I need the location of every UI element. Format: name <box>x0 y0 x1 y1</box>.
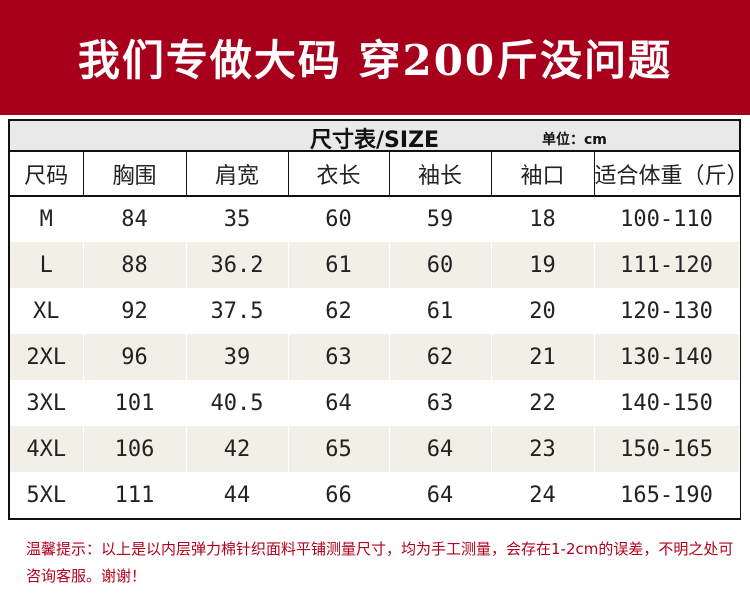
table-row: 2XL 96 39 63 62 21 130-140 <box>10 334 740 380</box>
table-cell: 63 <box>288 334 390 380</box>
table-cell: 61 <box>288 242 390 288</box>
table-cell: 36.2 <box>186 242 289 288</box>
size-cell: L <box>10 242 84 288</box>
table-cell: 100-110 <box>594 196 740 242</box>
table-cell: 106 <box>83 426 187 472</box>
table-cell: 61 <box>389 288 492 334</box>
table-row: 5XL 111 44 66 64 24 165-190 <box>10 472 740 518</box>
table-cell: 64 <box>288 380 390 426</box>
size-cell: 4XL <box>10 426 84 472</box>
table-cell: 39 <box>186 334 289 380</box>
column-header: 尺码 <box>10 152 84 197</box>
table-cell: 23 <box>491 426 595 472</box>
column-header: 袖口 <box>491 152 595 197</box>
size-cell: M <box>10 196 84 242</box>
size-cell: 5XL <box>10 472 84 518</box>
table-cell: 66 <box>288 472 390 518</box>
table-cell: 37.5 <box>186 288 289 334</box>
size-cell: XL <box>10 288 84 334</box>
table-cell: 140-150 <box>594 380 740 426</box>
table-cell: 111 <box>83 472 187 518</box>
table-cell: 44 <box>186 472 289 518</box>
table-cell: 165-190 <box>594 472 740 518</box>
table-cell: 63 <box>389 380 492 426</box>
column-header: 袖长 <box>389 152 492 197</box>
column-header: 衣长 <box>288 152 390 197</box>
table-cell: 62 <box>288 288 390 334</box>
disclaimer-note: 温馨提示：以上是以内层弹力棉针织面料平铺测量尺寸，均为手工测量，会存在1-2cm… <box>26 540 734 585</box>
table-row: XL 92 37.5 62 61 20 120-130 <box>10 288 740 334</box>
table-cell: 64 <box>389 426 492 472</box>
table-cell: 60 <box>288 196 390 242</box>
column-header: 胸围 <box>83 152 187 197</box>
table-cell: 62 <box>389 334 492 380</box>
column-header: 适合体重（斤） <box>594 152 749 197</box>
size-cell: 2XL <box>10 334 84 380</box>
table-cell: 96 <box>83 334 187 380</box>
table-cell: 21 <box>491 334 595 380</box>
table-cell: 101 <box>83 380 187 426</box>
table-cell: 42 <box>186 426 289 472</box>
header-banner: 我们专做大码 穿200斤没问题 <box>0 0 750 115</box>
table-cell: 92 <box>83 288 187 334</box>
banner-title: 我们专做大码 穿200斤没问题 <box>77 36 673 85</box>
table-cell: 24 <box>491 472 595 518</box>
table-cell: 59 <box>389 196 492 242</box>
table-cell: 20 <box>491 288 595 334</box>
size-cell: 3XL <box>10 380 84 426</box>
table-cell: 65 <box>288 426 390 472</box>
table-cell: 22 <box>491 380 595 426</box>
size-chart-title: 尺寸表/SIZE <box>310 128 440 153</box>
table-cell: 18 <box>491 196 595 242</box>
table-cell: 64 <box>389 472 492 518</box>
size-chart-title-bar: 尺寸表/SIZE 单位：cm <box>10 121 739 153</box>
table-cell: 88 <box>83 242 187 288</box>
table-cell: 40.5 <box>186 380 289 426</box>
table-row: M 84 35 60 59 18 100-110 <box>10 196 740 242</box>
size-chart: 尺寸表/SIZE 单位：cm 尺码 胸围 肩宽 衣长 袖长 袖口 适合体重（斤）… <box>8 119 749 520</box>
column-header: 肩宽 <box>186 152 289 197</box>
table-cell: 150-165 <box>594 426 740 472</box>
table-cell: 111-120 <box>594 242 740 288</box>
table-row: L 88 36.2 61 60 19 111-120 <box>10 242 740 288</box>
table-cell: 19 <box>491 242 595 288</box>
table-row: 4XL 106 42 65 64 23 150-165 <box>10 426 740 472</box>
table-cell: 60 <box>389 242 492 288</box>
table-header-row: 尺码 胸围 肩宽 衣长 袖长 袖口 适合体重（斤） <box>10 152 749 197</box>
table-cell: 130-140 <box>594 334 740 380</box>
size-table: 尺码 胸围 肩宽 衣长 袖长 袖口 适合体重（斤） M 84 35 60 59 18 100… <box>10 152 749 518</box>
unit-label: 单位：cm <box>542 132 607 148</box>
table-cell: 120-130 <box>594 288 740 334</box>
table-cell: 84 <box>83 196 187 242</box>
table-cell: 35 <box>186 196 289 242</box>
table-row: 3XL 101 40.5 64 63 22 140-150 <box>10 380 740 426</box>
